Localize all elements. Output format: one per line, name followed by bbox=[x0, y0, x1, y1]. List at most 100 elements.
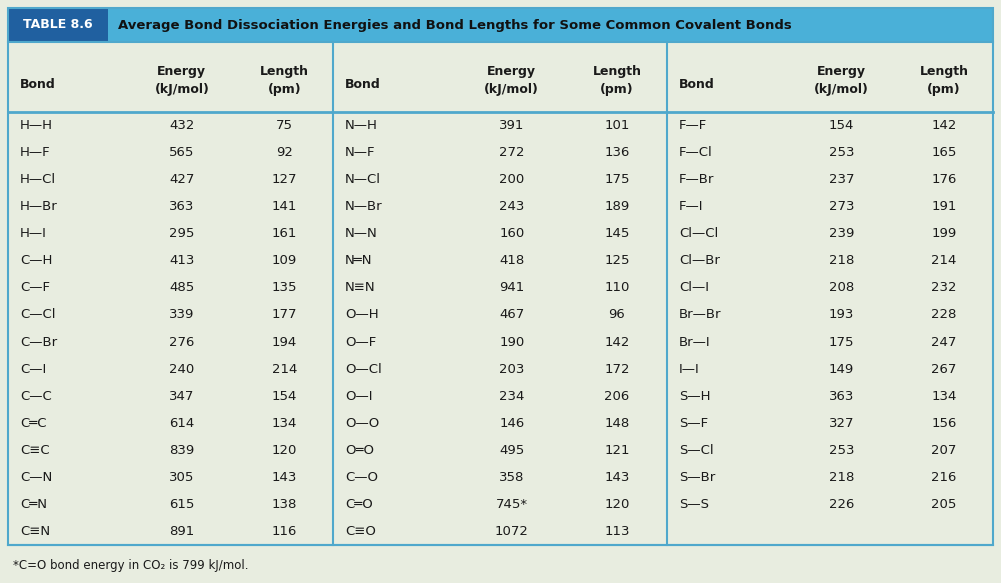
Text: (kJ/mol): (kJ/mol) bbox=[814, 83, 869, 97]
Text: C═N: C═N bbox=[20, 498, 47, 511]
Text: 216: 216 bbox=[931, 471, 957, 484]
Text: S—F: S—F bbox=[679, 417, 708, 430]
Bar bbox=[8, 8, 108, 42]
Text: 358: 358 bbox=[499, 471, 525, 484]
Text: 941: 941 bbox=[499, 282, 525, 294]
Text: 156: 156 bbox=[931, 417, 957, 430]
Text: C—H: C—H bbox=[20, 254, 52, 268]
Text: 234: 234 bbox=[499, 389, 525, 403]
Text: 363: 363 bbox=[829, 389, 854, 403]
Text: C—F: C—F bbox=[20, 282, 50, 294]
Text: N—F: N—F bbox=[345, 146, 375, 159]
Text: 214: 214 bbox=[931, 254, 957, 268]
Text: 232: 232 bbox=[931, 282, 957, 294]
Text: 247: 247 bbox=[931, 336, 957, 349]
Text: Energy: Energy bbox=[487, 65, 537, 79]
Text: Cl—Cl: Cl—Cl bbox=[679, 227, 719, 240]
Text: 218: 218 bbox=[829, 254, 854, 268]
Text: 427: 427 bbox=[169, 173, 194, 186]
Text: C—Br: C—Br bbox=[20, 336, 57, 349]
Text: 206: 206 bbox=[605, 389, 630, 403]
Text: 413: 413 bbox=[169, 254, 194, 268]
Text: 134: 134 bbox=[931, 389, 957, 403]
Text: Energy: Energy bbox=[817, 65, 866, 79]
Text: 267: 267 bbox=[931, 363, 957, 375]
Text: Br—I: Br—I bbox=[679, 336, 711, 349]
Text: 347: 347 bbox=[169, 389, 194, 403]
Text: 205: 205 bbox=[931, 498, 957, 511]
Text: 226: 226 bbox=[829, 498, 854, 511]
Bar bbox=[8, 42, 993, 545]
Bar bbox=[108, 8, 993, 42]
Text: 135: 135 bbox=[271, 282, 297, 294]
Text: (pm): (pm) bbox=[600, 83, 634, 97]
Text: 891: 891 bbox=[169, 525, 194, 538]
Text: H—I: H—I bbox=[20, 227, 47, 240]
Text: 121: 121 bbox=[605, 444, 630, 457]
Text: N—H: N—H bbox=[345, 119, 377, 132]
Text: 839: 839 bbox=[169, 444, 194, 457]
Text: 239: 239 bbox=[829, 227, 854, 240]
Text: 565: 565 bbox=[169, 146, 194, 159]
Text: 175: 175 bbox=[829, 336, 854, 349]
Text: 218: 218 bbox=[829, 471, 854, 484]
Text: O—F: O—F bbox=[345, 336, 376, 349]
Text: 199: 199 bbox=[932, 227, 957, 240]
Text: 495: 495 bbox=[499, 444, 525, 457]
Text: N—N: N—N bbox=[345, 227, 377, 240]
Text: 339: 339 bbox=[169, 308, 194, 321]
Text: 193: 193 bbox=[829, 308, 854, 321]
Text: (kJ/mol): (kJ/mol) bbox=[154, 83, 209, 97]
Text: N—Br: N—Br bbox=[345, 200, 382, 213]
Text: 149: 149 bbox=[829, 363, 854, 375]
Text: 136: 136 bbox=[605, 146, 630, 159]
Text: 228: 228 bbox=[931, 308, 957, 321]
Text: Cl—I: Cl—I bbox=[679, 282, 709, 294]
Text: 1072: 1072 bbox=[494, 525, 529, 538]
Text: 142: 142 bbox=[605, 336, 630, 349]
Text: 143: 143 bbox=[271, 471, 297, 484]
Text: TABLE 8.6: TABLE 8.6 bbox=[23, 19, 93, 31]
Text: 272: 272 bbox=[498, 146, 525, 159]
Text: Energy: Energy bbox=[157, 65, 206, 79]
Text: 145: 145 bbox=[605, 227, 630, 240]
Text: C≡N: C≡N bbox=[20, 525, 50, 538]
Text: 127: 127 bbox=[271, 173, 297, 186]
Text: S—Br: S—Br bbox=[679, 471, 716, 484]
Text: 432: 432 bbox=[169, 119, 194, 132]
Text: 120: 120 bbox=[605, 498, 630, 511]
Text: Br—Br: Br—Br bbox=[679, 308, 722, 321]
Text: Length: Length bbox=[920, 65, 969, 79]
Text: 203: 203 bbox=[499, 363, 525, 375]
Text: 138: 138 bbox=[271, 498, 297, 511]
Text: O—I: O—I bbox=[345, 389, 372, 403]
Text: 134: 134 bbox=[271, 417, 297, 430]
Text: Bond: Bond bbox=[679, 79, 715, 92]
Text: 253: 253 bbox=[829, 444, 854, 457]
Text: 207: 207 bbox=[931, 444, 957, 457]
Text: 116: 116 bbox=[271, 525, 297, 538]
Text: S—S: S—S bbox=[679, 498, 709, 511]
Text: 208: 208 bbox=[829, 282, 854, 294]
Text: 143: 143 bbox=[605, 471, 630, 484]
Text: 615: 615 bbox=[169, 498, 194, 511]
Text: F—Br: F—Br bbox=[679, 173, 715, 186]
Text: 154: 154 bbox=[829, 119, 854, 132]
Text: Length: Length bbox=[259, 65, 308, 79]
Text: H—H: H—H bbox=[20, 119, 53, 132]
Text: 467: 467 bbox=[499, 308, 525, 321]
Text: C≡C: C≡C bbox=[20, 444, 50, 457]
Text: 148: 148 bbox=[605, 417, 630, 430]
Text: 253: 253 bbox=[829, 146, 854, 159]
Text: 276: 276 bbox=[169, 336, 194, 349]
Text: 109: 109 bbox=[271, 254, 297, 268]
Text: N≡N: N≡N bbox=[345, 282, 375, 294]
Text: 273: 273 bbox=[829, 200, 854, 213]
Text: C═O: C═O bbox=[345, 498, 372, 511]
Text: 172: 172 bbox=[605, 363, 630, 375]
Text: 175: 175 bbox=[605, 173, 630, 186]
Text: 190: 190 bbox=[499, 336, 525, 349]
Text: F—I: F—I bbox=[679, 200, 704, 213]
Text: C—Cl: C—Cl bbox=[20, 308, 55, 321]
Text: 305: 305 bbox=[169, 471, 194, 484]
